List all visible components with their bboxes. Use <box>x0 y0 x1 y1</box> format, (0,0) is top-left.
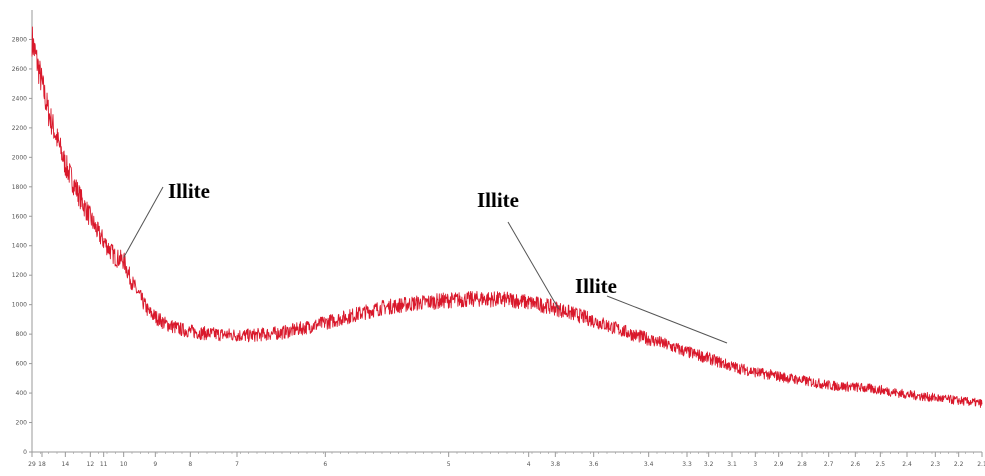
x-tick-label: 3.3 <box>682 461 692 468</box>
x-tick-label: 2.3 <box>931 461 941 468</box>
x-tick-label: 2.7 <box>824 461 834 468</box>
annotation-illite: Illite <box>168 179 210 203</box>
annotation-leader-line <box>123 186 164 258</box>
x-tick-label: 2.1 <box>977 461 985 468</box>
y-axis: 0 200 400 600 800 1000 1200 1400 1600 1800 2000 220… <box>12 10 33 456</box>
x-tick-label: 3 <box>753 461 757 468</box>
x-tick-label: 11 <box>100 461 108 468</box>
x-tick-label: 14 <box>62 461 70 468</box>
x-tick-label: 10 <box>120 461 128 468</box>
y-tick-label: 1600 <box>12 213 27 220</box>
y-tick-label: 2200 <box>12 125 27 132</box>
y-tick-label: 2400 <box>12 95 27 102</box>
annotations: Illite Illite Illite <box>123 179 728 344</box>
x-tick-label: 7 <box>235 461 239 468</box>
y-tick-label: 1400 <box>12 243 27 250</box>
x-tick-label: 29 <box>28 461 36 468</box>
plot-series <box>31 26 983 408</box>
x-tick-label: 2.5 <box>876 461 886 468</box>
x-tick-label: 9 <box>153 461 157 468</box>
x-tick-label: 6 <box>323 461 327 468</box>
x-tick-label: 2.9 <box>774 461 784 468</box>
x-tick-label: 18 <box>38 461 46 468</box>
y-tick-label: 0 <box>23 449 27 456</box>
x-tick-label: 3.1 <box>727 461 737 468</box>
x-tick-label: 8 <box>188 461 192 468</box>
x-tick-label: 3.4 <box>644 461 654 468</box>
x-tick-label: 12 <box>87 461 95 468</box>
y-tick-label: 2600 <box>12 66 27 73</box>
y-tick-label: 2800 <box>12 36 27 43</box>
diffraction-pattern-line <box>31 26 983 408</box>
y-tick-label: 600 <box>16 361 28 368</box>
annotation-leader-line <box>606 295 728 344</box>
x-tick-label: 3.2 <box>704 461 714 468</box>
x-tick-label: 2.2 <box>954 461 964 468</box>
x-axis: 29 18 14 12 11 10 9 8 7 6 5 4 3.8 3.6 3.4 3.3 3.2 3.1 3 2.9… <box>28 451 985 468</box>
x-tick-label: 4 <box>527 461 531 468</box>
x-tick-label: 2.4 <box>902 461 912 468</box>
x-tick-label: 2.6 <box>851 461 861 468</box>
annotation-leader-line <box>507 221 560 310</box>
y-tick-label: 200 <box>16 420 28 427</box>
y-tick-label: 2000 <box>12 154 27 161</box>
x-tick-label: 3.8 <box>551 461 561 468</box>
x-tick-label: 2.8 <box>797 461 807 468</box>
y-tick-label: 400 <box>16 390 28 397</box>
y-tick-label: 1000 <box>12 302 27 309</box>
annotation-illite: Illite <box>575 274 617 298</box>
y-tick-label: 1200 <box>12 272 27 279</box>
y-tick-label: 800 <box>16 331 28 338</box>
annotation-illite: Illite <box>477 188 519 212</box>
x-tick-label: 3.6 <box>589 461 599 468</box>
x-tick-label: 5 <box>447 461 451 468</box>
y-tick-label: 1800 <box>12 184 27 191</box>
